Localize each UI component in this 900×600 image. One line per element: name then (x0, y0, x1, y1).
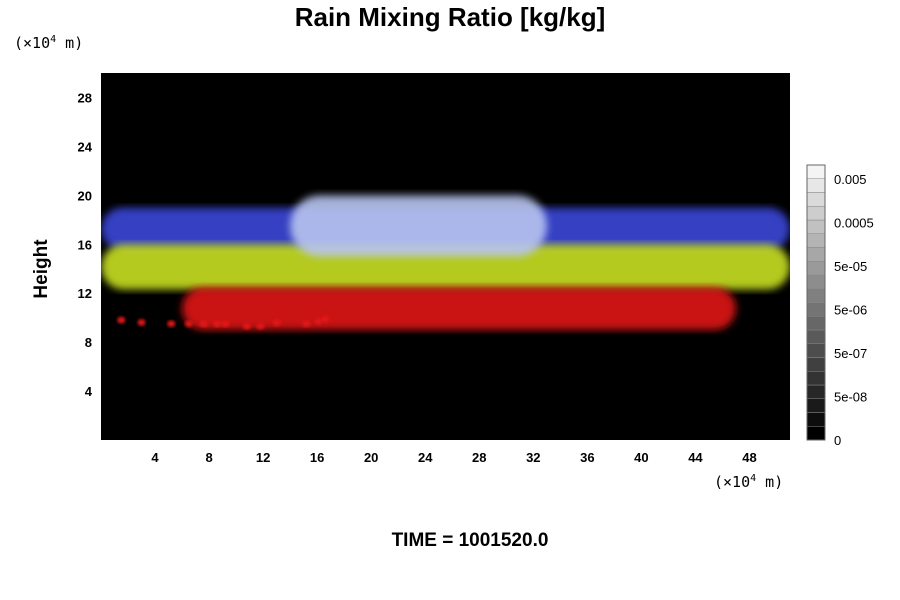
rain-drop-6 (221, 320, 230, 328)
x-tick-label-10: 44 (688, 450, 703, 465)
rain-drop-10 (302, 320, 311, 328)
y-tick-label-0: 4 (85, 384, 93, 399)
colorbar-tick-label-1: 0.0005 (834, 216, 874, 231)
y-unit-exponent: 4 (50, 34, 57, 45)
rain-drop-7 (242, 322, 251, 330)
x-tick-label-1: 8 (205, 450, 212, 465)
x-unit-prefix: (×10 (714, 473, 751, 491)
rain-drop-0 (117, 316, 126, 324)
y-axis-ticks: 4 8 12 16 20 24 28 (78, 90, 93, 399)
colorbar-tick-label-5: 5e-08 (834, 390, 867, 405)
colorbar-level-14 (806, 233, 826, 248)
colorbar-level-17 (806, 192, 826, 207)
colorbar-tick-label-4: 5e-07 (834, 346, 867, 361)
colorbar-level-9 (806, 302, 826, 317)
y-unit-suffix: m) (56, 34, 84, 52)
x-unit-suffix: m) (756, 473, 784, 491)
colorbar-level-19 (806, 164, 826, 179)
colorbar-level-4 (806, 371, 826, 386)
x-tick-label-3: 16 (310, 450, 324, 465)
rain-drop-1 (137, 319, 146, 327)
y-tick-label-4: 20 (78, 188, 92, 203)
colorbar-tick-label-0: 0.005 (834, 172, 867, 187)
chart-title: Rain Mixing Ratio [kg/kg] (294, 2, 606, 32)
colorbar-level-12 (806, 261, 826, 276)
x-tick-label-5: 24 (418, 450, 433, 465)
y-tick-label-3: 16 (78, 237, 92, 252)
x-unit-exponent: 4 (750, 473, 757, 484)
rain-drops (117, 315, 330, 330)
colorbar-tick-label-6: 0 (834, 433, 841, 448)
colorbar-level-0 (806, 426, 826, 441)
colorbar-level-6 (806, 343, 826, 358)
colorbar-tick-label-2: 5e-05 (834, 259, 867, 274)
cloud-layer-2 (182, 287, 736, 330)
colorbar-level-1 (806, 412, 826, 427)
colorbar-level-2 (806, 398, 826, 413)
colorbar-tick-label-3: 5e-06 (834, 303, 867, 318)
colorbar-level-16 (806, 206, 826, 221)
colorbar-level-7 (806, 329, 826, 344)
rain-drop-8 (256, 322, 265, 330)
y-unit-prefix: (×10 (14, 34, 51, 52)
colorbar-level-15 (806, 219, 826, 234)
colorbar-level-5 (806, 357, 826, 372)
rain-drop-11 (314, 317, 323, 325)
cloud-layers (101, 195, 790, 330)
rain-drop-2 (167, 320, 176, 328)
colorbar: 0.005 0.0005 5e-05 5e-06 5e-07 5e-08 0 (806, 164, 874, 448)
colorbar-level-13 (806, 247, 826, 262)
y-tick-label-5: 24 (78, 139, 93, 154)
colorbar-level-3 (806, 384, 826, 399)
y-tick-label-6: 28 (78, 90, 92, 105)
time-label: TIME = 1001520.0 (391, 530, 549, 551)
colorbar-level-11 (806, 274, 826, 289)
x-tick-label-9: 40 (634, 450, 648, 465)
rain-drop-5 (213, 320, 222, 328)
x-tick-label-11: 48 (742, 450, 756, 465)
y-tick-label-1: 8 (85, 335, 92, 350)
x-tick-label-0: 4 (151, 450, 159, 465)
rain-drop-3 (184, 320, 193, 328)
y-axis-unit: (×104 m) (14, 34, 83, 52)
colorbar-level-8 (806, 316, 826, 331)
colorbar-level-10 (806, 288, 826, 303)
x-tick-label-2: 12 (256, 450, 270, 465)
x-axis-ticks: 4 8 12 16 20 24 28 32 36 40 44 48 (151, 450, 756, 465)
rain-drop-9 (272, 319, 281, 327)
x-tick-label-7: 32 (526, 450, 540, 465)
x-tick-label-6: 28 (472, 450, 486, 465)
x-tick-label-8: 36 (580, 450, 594, 465)
rain-drop-4 (199, 320, 208, 328)
colorbar-level-18 (806, 178, 826, 193)
x-tick-label-4: 20 (364, 450, 378, 465)
y-tick-label-2: 12 (78, 286, 92, 301)
cloud-layer-3 (290, 195, 547, 257)
x-axis-unit: (×104 m) (714, 473, 783, 491)
rain-drop-12 (321, 315, 330, 323)
colorbar-frame (806, 164, 826, 441)
cloud-layer-1 (101, 244, 790, 290)
